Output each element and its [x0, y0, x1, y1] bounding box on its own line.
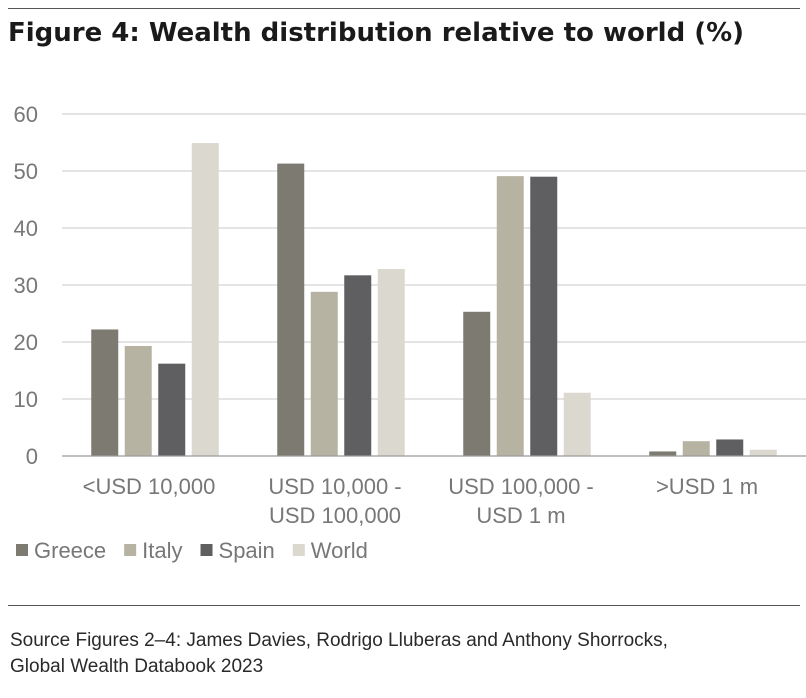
- y-tick-label: 40: [14, 216, 38, 241]
- category-label: <USD 10,000: [83, 474, 216, 499]
- figure-title: Figure 4: Wealth distribution relative t…: [8, 18, 745, 48]
- bar-spain: [530, 176, 558, 456]
- bar-spain: [716, 439, 744, 456]
- y-tick-label: 10: [14, 387, 38, 412]
- bar-greece: [649, 451, 677, 456]
- legend-swatch-spain: [200, 544, 213, 556]
- bottom-rule: [8, 605, 800, 606]
- legend-label-spain: Spain: [219, 538, 275, 563]
- bar-world: [563, 392, 591, 456]
- bar-italy: [682, 441, 710, 456]
- category-label: USD 1 m: [476, 503, 565, 528]
- source-note: Source Figures 2–4: James Davies, Rodrig…: [10, 628, 668, 680]
- bar-italy: [310, 291, 338, 456]
- category-label: USD 100,000 -: [448, 474, 594, 499]
- bar-greece: [277, 163, 305, 456]
- legend-swatch-greece: [16, 544, 28, 556]
- y-tick-label: 0: [26, 444, 38, 469]
- legend-label-italy: Italy: [142, 538, 182, 563]
- chart-container: 0 10 20 30 40 50 60 <USD 10,000 USD 10,000 - USD …: [0, 90, 806, 590]
- bar-italy: [124, 345, 152, 456]
- legend-swatch-world: [292, 544, 305, 556]
- legend-label-greece: Greece: [34, 538, 106, 563]
- bar-world: [377, 269, 405, 456]
- category-label: >USD 1 m: [656, 474, 758, 499]
- y-tick-label: 60: [14, 102, 38, 127]
- category-label: USD 100,000: [269, 503, 401, 528]
- bar-spain: [344, 275, 372, 456]
- y-tick-label: 30: [14, 273, 38, 298]
- top-rule: [8, 8, 800, 9]
- category-label: USD 10,000 -: [268, 474, 401, 499]
- bar-world: [749, 449, 777, 456]
- source-line-2: Global Wealth Databook 2023: [10, 656, 264, 677]
- bar-greece: [463, 311, 491, 456]
- y-tick-label: 20: [14, 330, 38, 355]
- bar-world: [191, 143, 219, 456]
- bar-italy: [496, 176, 524, 456]
- bar-greece: [91, 329, 119, 456]
- y-tick-label: 50: [14, 159, 38, 184]
- source-line-1: Source Figures 2–4: James Davies, Rodrig…: [10, 630, 668, 651]
- bar-spain: [158, 363, 186, 456]
- legend-swatch-italy: [124, 544, 137, 556]
- legend-label-world: World: [311, 538, 368, 563]
- bar-chart: 0 10 20 30 40 50 60 <USD 10,000 USD 10,000 - USD …: [14, 102, 806, 563]
